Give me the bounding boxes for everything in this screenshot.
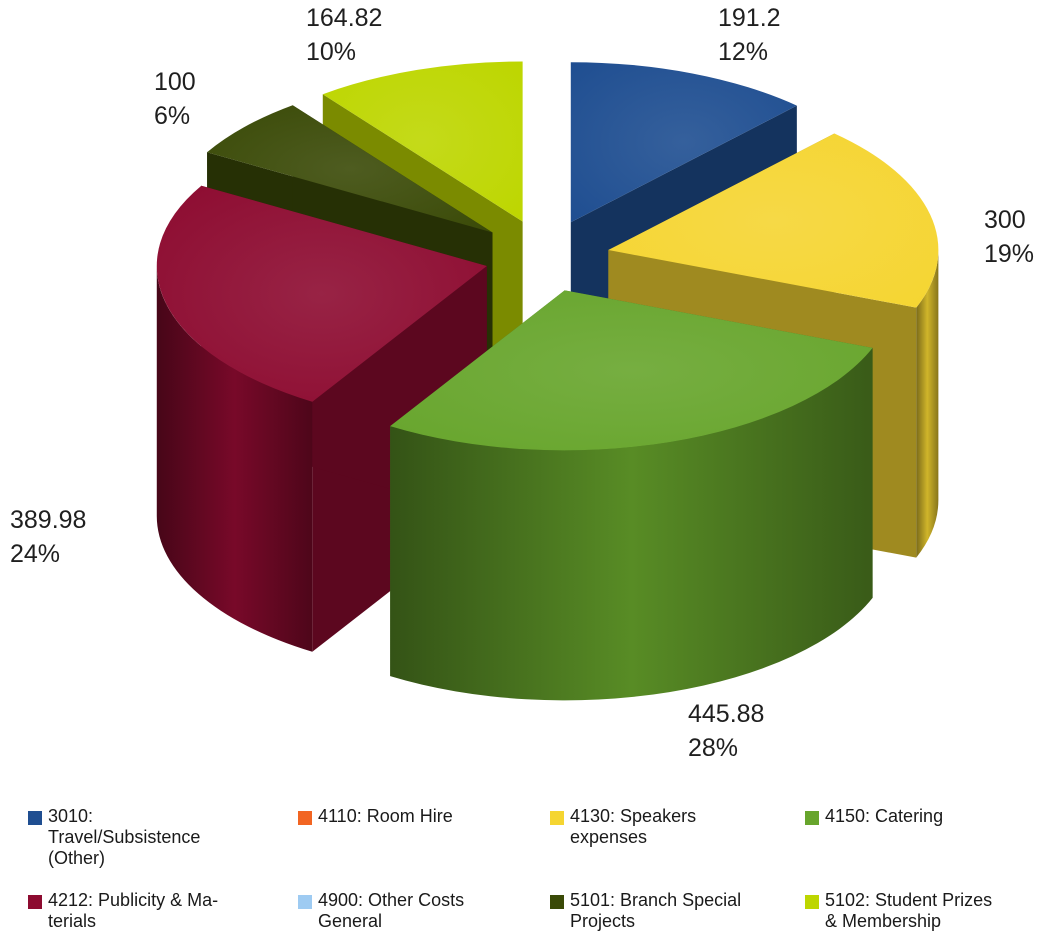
legend-swatch — [550, 811, 564, 825]
legend-swatch — [550, 895, 564, 909]
legend-item: 4130: Speakers expenses — [550, 806, 788, 848]
legend-label: 4150: Catering — [825, 806, 944, 826]
legend-item: 3010: Travel/Subsistence (Other) — [28, 806, 266, 869]
slice-value-label: 100 — [154, 68, 196, 96]
legend-swatch — [28, 811, 42, 825]
legend-item: 4212: Publicity & Ma- terials — [28, 890, 266, 932]
legend-item: 4900: Other Costs General — [298, 890, 536, 932]
chart-legend: 3010: Travel/Subsistence (Other) 4110: Ro… — [28, 806, 1058, 942]
legend-label: 4212: Publicity & Ma- terials — [48, 890, 219, 931]
pie-chart: 191.2 12% 300 19% 445.88 28% 389.98 24% 100 6% 164… — [10, 4, 1034, 762]
slice-percent-label: 28% — [688, 734, 738, 762]
slice-percent-label: 12% — [718, 38, 768, 66]
slice-value-label: 300 — [984, 206, 1026, 234]
legend-swatch — [298, 811, 312, 825]
legend-item: 5101: Branch Special Projects — [550, 890, 788, 932]
legend-label: 3010: Travel/Subsistence (Other) — [48, 806, 201, 868]
slice-value-label: 164.82 — [306, 4, 382, 32]
slice-value-label: 389.98 — [10, 506, 86, 534]
legend-swatch — [805, 811, 819, 825]
legend-item: 5102: Student Prizes & Membership — [805, 890, 1043, 932]
legend-item: 4150: Catering — [805, 806, 1043, 827]
legend-item: 4110: Room Hire — [298, 806, 536, 827]
legend-label: 4900: Other Costs General — [318, 890, 465, 931]
slice-value-label: 445.88 — [688, 700, 764, 728]
legend-label: 5102: Student Prizes & Membership — [825, 890, 993, 931]
legend-swatch — [28, 895, 42, 909]
legend-swatch — [298, 895, 312, 909]
slice-value-label: 191.2 — [718, 4, 781, 32]
legend-label: 4130: Speakers expenses — [570, 806, 697, 847]
pie-slice — [390, 290, 873, 701]
slice-percent-label: 19% — [984, 240, 1034, 268]
slice-percent-label: 10% — [306, 38, 356, 66]
slice-percent-label: 24% — [10, 540, 60, 568]
legend-label: 5101: Branch Special Projects — [570, 890, 742, 931]
slice-percent-label: 6% — [154, 102, 190, 130]
legend-label: 4110: Room Hire — [318, 806, 453, 826]
legend-swatch — [805, 895, 819, 909]
